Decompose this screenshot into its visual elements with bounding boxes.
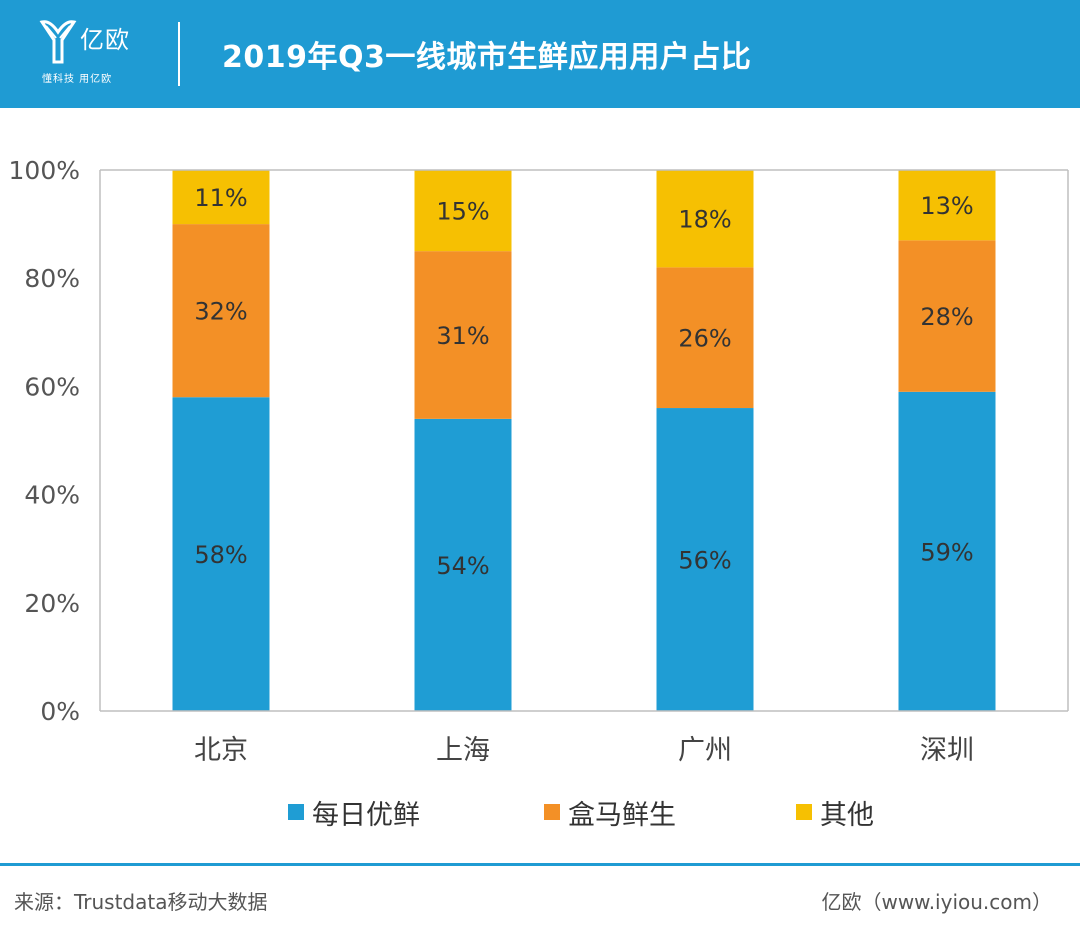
logo-slogan: 懂科技 用亿欧: [42, 74, 113, 85]
logo-y-icon: [39, 20, 77, 64]
x-tick-label: 上海: [436, 735, 490, 766]
bar-segment: [172, 397, 270, 711]
bar-segment: [898, 240, 996, 392]
bar-segment: [898, 170, 996, 241]
data-label: 59%: [920, 538, 973, 566]
bar-segment: [414, 170, 512, 252]
data-label: 58%: [194, 541, 247, 569]
legend-item: 其他: [796, 792, 874, 832]
bar-segment: [656, 170, 754, 268]
bar-segment: [172, 170, 270, 225]
data-label: 11%: [194, 184, 247, 212]
bar-segment: [414, 418, 512, 711]
bar-segment: [898, 391, 996, 711]
source-note: 来源：Trustdata移动大数据: [14, 890, 268, 914]
data-label: 15%: [436, 198, 489, 226]
brand-logo: 亿欧 懂科技 用亿欧: [38, 18, 138, 88]
stacked-bar-chart: 0% 20% 40% 60% 80% 100% 58% 32% 11% 北京 54% 31% 15% 上海…: [9, 156, 1069, 766]
legend-label: 其他: [820, 799, 874, 831]
legend-swatch: [544, 804, 560, 820]
bar-segment: [656, 408, 754, 711]
data-label: 13%: [920, 192, 973, 220]
data-label: 54%: [436, 552, 489, 580]
legend-swatch: [288, 804, 304, 820]
y-tick-label: 0%: [40, 697, 80, 726]
y-tick-label: 80%: [24, 264, 80, 293]
y-tick-label: 20%: [24, 589, 80, 618]
data-label: 18%: [678, 206, 731, 234]
header-divider: [178, 22, 180, 86]
x-tick-label: 广州: [678, 735, 732, 766]
header-banner: 亿欧 懂科技 用亿欧 2019年Q3一线城市生鲜应用用户占比: [0, 0, 1080, 108]
legend: 每日优鲜 盒马鲜生 其他: [0, 792, 1080, 832]
bar-segment: [172, 224, 270, 398]
legend-item: 盒马鲜生: [544, 792, 676, 832]
data-label: 31%: [436, 322, 489, 350]
y-tick-label: 60%: [24, 372, 80, 401]
data-label: 26%: [678, 325, 731, 353]
footer-rule: [0, 863, 1080, 866]
legend-label: 盒马鲜生: [568, 799, 676, 831]
logo-name: 亿欧: [80, 26, 130, 54]
chart-title: 2019年Q3一线城市生鲜应用用户占比: [222, 40, 752, 75]
legend-swatch: [796, 804, 812, 820]
x-tick-label: 北京: [194, 735, 248, 766]
credit-note: 亿欧（www.iyiou.com）: [821, 890, 1052, 914]
data-label: 56%: [678, 547, 731, 575]
data-label: 32%: [194, 298, 247, 326]
bar-segment: [656, 267, 754, 409]
y-tick-label: 40%: [24, 481, 80, 510]
legend-label: 每日优鲜: [312, 799, 420, 831]
y-tick-label: 100%: [9, 156, 80, 185]
legend-item: 每日优鲜: [288, 792, 420, 832]
x-tick-label: 深圳: [920, 735, 974, 766]
data-label: 28%: [920, 303, 973, 331]
bar-segment: [414, 251, 512, 419]
